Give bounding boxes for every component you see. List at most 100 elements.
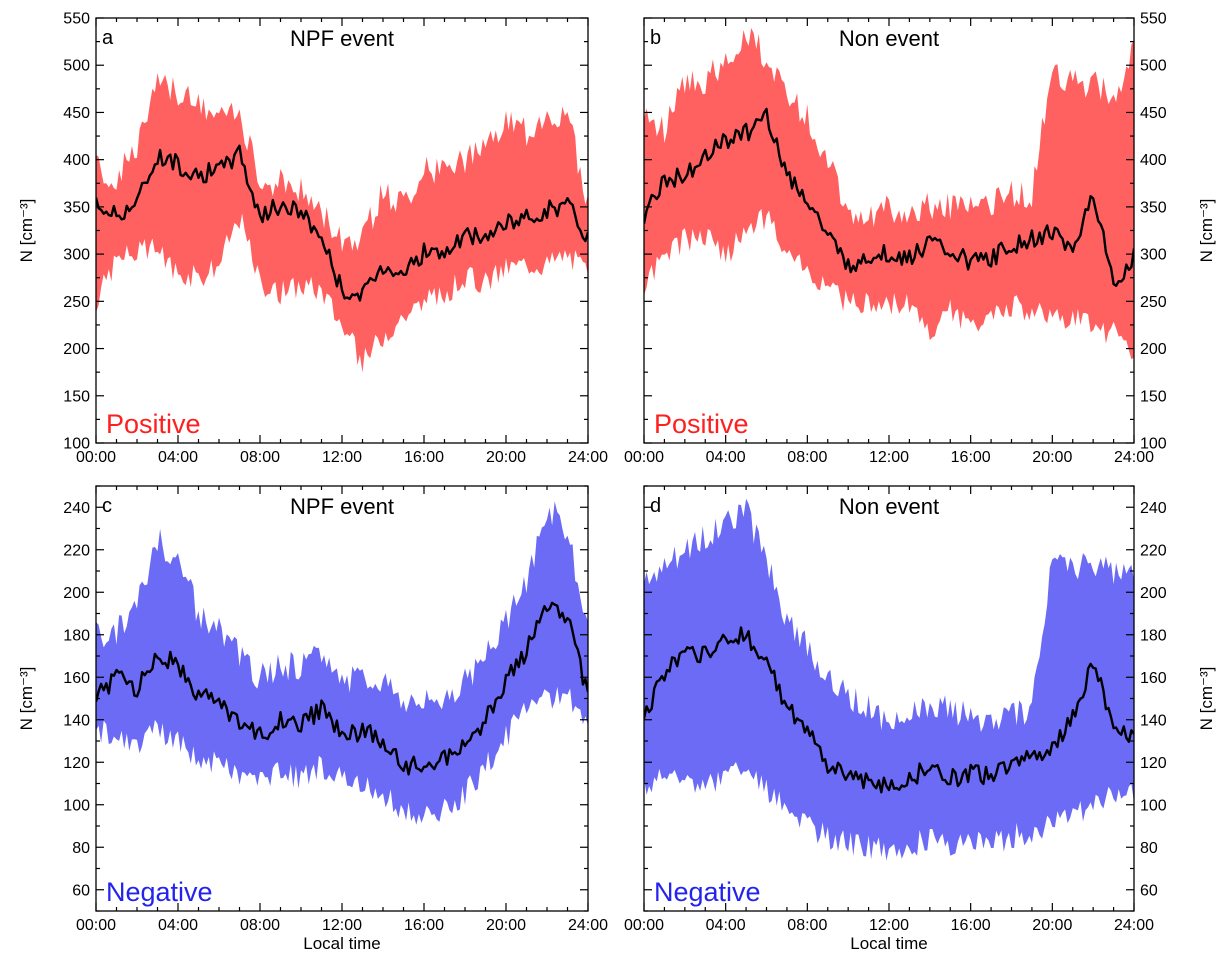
mean-line-c	[96, 601, 588, 776]
x-tick-label: 00:00	[76, 917, 116, 934]
y-tick-label: 160	[63, 670, 90, 687]
y-tick-label: 500	[63, 58, 90, 75]
x-tick-label: 12:00	[322, 917, 362, 934]
range-band-c	[96, 501, 588, 825]
x-tick-label: 12:00	[322, 449, 362, 466]
y-tick-label: 220	[63, 542, 90, 559]
x-tick-label: 24:00	[1114, 917, 1154, 934]
y-axis-title: N [cm⁻³]	[1197, 199, 1216, 263]
x-tick-label: 24:00	[1114, 449, 1154, 466]
x-tick-label: 20:00	[1032, 917, 1072, 934]
panel-d: 00:00 04:00 08:00 12:00 16:00 20:00 24:00 60 80 1…	[624, 485, 1216, 953]
y-tick-label: 400	[1140, 152, 1167, 169]
x-tick-label: 16:00	[404, 449, 444, 466]
y-tick-label: 400	[63, 152, 90, 169]
x-tick-label: 20:00	[486, 917, 526, 934]
y-tick-label: 450	[1140, 105, 1167, 122]
panel-letter: d	[650, 495, 661, 517]
y-tick-label: 60	[1140, 882, 1158, 899]
range-band-d	[644, 498, 1134, 861]
x-tick-label: 00:00	[76, 449, 116, 466]
y-tick-label: 300	[63, 247, 90, 264]
y-tick-label: 100	[63, 436, 90, 453]
y-tick-label: 350	[1140, 199, 1167, 216]
x-tick-label: 08:00	[787, 917, 827, 934]
mean-line-d	[644, 626, 1134, 794]
x-axis-d: 00:00 04:00 08:00 12:00 16:00 20:00 24:00	[624, 486, 1154, 934]
y-tick-label: 100	[1140, 436, 1167, 453]
x-tick-label: 12:00	[869, 449, 909, 466]
y-tick-label: 350	[63, 199, 90, 216]
x-tick-label: 20:00	[1032, 449, 1072, 466]
y-tick-label: 220	[1140, 542, 1167, 559]
mean-line-a	[96, 144, 588, 302]
x-axis-b: 00:00 04:00 08:00 12:00 16:00 20:00 24:00	[624, 18, 1154, 466]
x-tick-label: 12:00	[869, 917, 909, 934]
y-tick-label: 80	[1140, 840, 1158, 857]
y-axis-title: N [cm⁻³]	[1197, 667, 1216, 731]
y-tick-label: 80	[72, 840, 90, 857]
panel-letter: b	[650, 27, 661, 49]
x-tick-label: 16:00	[951, 449, 991, 466]
polarity-label: Negative	[106, 877, 213, 907]
panel-title: Non event	[839, 494, 939, 519]
x-tick-label: 04:00	[706, 449, 746, 466]
x-tick-label: 04:00	[158, 449, 198, 466]
panel-letter: c	[102, 495, 112, 517]
x-tick-label: 24:00	[568, 449, 608, 466]
x-tick-label: 24:00	[568, 917, 608, 934]
y-tick-label: 300	[1140, 247, 1167, 264]
y-tick-label: 150	[1140, 388, 1167, 405]
panel-title: Non event	[839, 26, 939, 51]
y-axis-b: 100 150 200 250 300 350 400 450 500 550	[644, 11, 1167, 453]
mean-line-b	[644, 107, 1134, 287]
panel-letter: a	[102, 27, 114, 49]
y-tick-label: 500	[1140, 58, 1167, 75]
panel-title: NPF event	[290, 26, 394, 51]
x-tick-label: 16:00	[404, 917, 444, 934]
y-tick-label: 250	[63, 294, 90, 311]
y-tick-label: 240	[63, 500, 90, 517]
x-tick-label: 20:00	[486, 449, 526, 466]
x-axis-title: Local time	[850, 934, 927, 953]
y-tick-label: 200	[1140, 585, 1167, 602]
y-tick-label: 120	[1140, 755, 1167, 772]
x-tick-label: 16:00	[951, 917, 991, 934]
x-tick-label: 04:00	[158, 917, 198, 934]
polarity-label: Positive	[654, 409, 749, 439]
panel-c: 00:00 04:00 08:00 12:00 16:00 20:00 24:00 60 80 1…	[17, 485, 608, 953]
y-tick-label: 150	[63, 388, 90, 405]
x-tick-label: 04:00	[706, 917, 746, 934]
y-tick-label: 160	[1140, 670, 1167, 687]
x-axis-c: 00:00 04:00 08:00 12:00 16:00 20:00 24:00	[76, 486, 608, 934]
y-tick-label: 140	[1140, 712, 1167, 729]
y-tick-label: 60	[72, 882, 90, 899]
x-tick-label: 08:00	[240, 449, 280, 466]
panel-title: NPF event	[290, 494, 394, 519]
y-tick-label: 200	[63, 585, 90, 602]
x-tick-label: 08:00	[787, 449, 827, 466]
y-tick-label: 200	[63, 341, 90, 358]
x-tick-label: 08:00	[240, 917, 280, 934]
y-axis-d: 60 80 100 120 140 160 180 200 220 240	[644, 485, 1167, 912]
y-tick-label: 100	[63, 797, 90, 814]
y-tick-label: 140	[63, 712, 90, 729]
y-tick-label: 120	[63, 755, 90, 772]
y-axis-title: N [cm⁻³]	[17, 199, 36, 263]
x-tick-label: 00:00	[624, 917, 664, 934]
x-axis-a: 00:00 04:00 08:00 12:00 16:00 20:00 24:00	[76, 18, 608, 466]
y-tick-label: 180	[1140, 627, 1167, 644]
y-axis-title: N [cm⁻³]	[17, 667, 36, 731]
y-tick-label: 550	[1140, 11, 1167, 28]
y-axis-c: 60 80 100 120 140 160 180 200 220 240	[63, 485, 588, 912]
range-band-a	[96, 72, 588, 373]
polarity-label: Negative	[654, 877, 761, 907]
y-tick-label: 180	[63, 627, 90, 644]
polarity-label: Positive	[106, 409, 201, 439]
x-axis-title: Local time	[303, 934, 380, 953]
x-tick-label: 00:00	[624, 449, 664, 466]
y-tick-label: 240	[1140, 500, 1167, 517]
y-tick-label: 250	[1140, 294, 1167, 311]
